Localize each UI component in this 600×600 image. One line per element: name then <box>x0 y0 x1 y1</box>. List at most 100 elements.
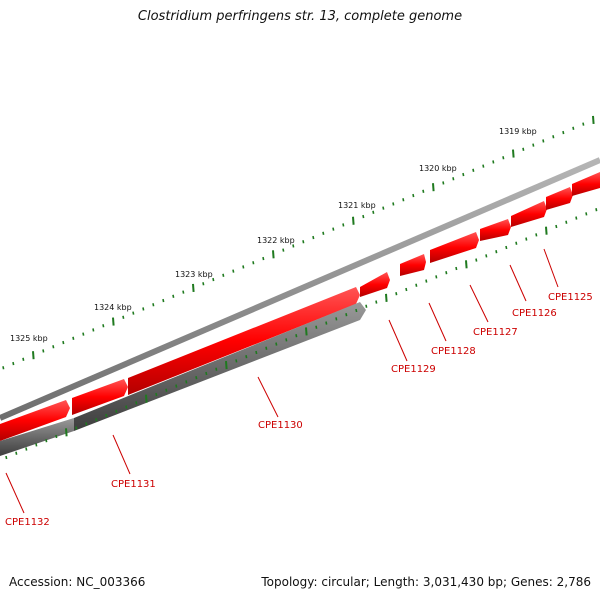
outer-tick <box>262 256 265 261</box>
outer-tick <box>532 143 535 147</box>
inner-tick <box>305 327 308 336</box>
gene-label-cpe1130[interactable]: CPE1130 <box>258 420 303 431</box>
inner-tick <box>215 367 218 371</box>
outer-tick <box>242 265 245 269</box>
inner-tick <box>105 413 108 418</box>
gene-label-cpe1128[interactable]: CPE1128 <box>431 346 476 357</box>
inner-tick <box>225 361 228 370</box>
gene-leader-line <box>388 319 408 362</box>
gene-cpe1129-shape[interactable] <box>128 287 360 395</box>
inner-tick <box>245 355 248 359</box>
inner-tick <box>475 258 478 262</box>
outer-tick <box>542 139 545 143</box>
inner-tick <box>595 208 598 212</box>
gene-cpe1125b-shape[interactable] <box>572 172 600 196</box>
inner-tick <box>75 426 78 430</box>
outer-tick <box>202 282 205 286</box>
outer-tick <box>472 168 475 172</box>
inner-tick <box>265 346 268 350</box>
outer-tick <box>302 240 305 244</box>
outer-tick <box>342 223 345 227</box>
inner-tick <box>25 447 28 451</box>
inner-tick <box>185 380 188 384</box>
gene-cpe1128-shape[interactable] <box>360 272 390 297</box>
gene-cpe1126b-shape[interactable] <box>511 201 547 227</box>
inner-tick <box>565 220 568 224</box>
gene-cpe1132-shape[interactable] <box>0 400 70 441</box>
outer-tick <box>452 177 455 181</box>
kbp-label: 1325 kbp <box>10 334 48 343</box>
inner-tick <box>315 325 318 329</box>
outer-tick <box>352 216 355 225</box>
inner-tick <box>205 371 208 376</box>
outer-tick <box>272 250 275 259</box>
outer-tick <box>92 328 95 332</box>
outer-tick <box>192 283 195 293</box>
outer-tick <box>362 214 365 219</box>
gene-leader-line <box>257 376 279 418</box>
inner-tick <box>455 266 458 271</box>
inner-tick <box>175 384 178 388</box>
inner-tick <box>545 226 548 235</box>
inner-tick <box>85 422 88 426</box>
gene-label-cpe1126[interactable]: CPE1126 <box>512 308 557 319</box>
gene-cpe1127-shape[interactable] <box>400 254 426 276</box>
outer-tick <box>162 298 165 303</box>
kbp-label: 1324 kbp <box>94 303 132 312</box>
inner-tick <box>375 300 378 304</box>
accession-text: Accession: NC_003366 <box>9 575 146 589</box>
outer-tick <box>562 130 565 135</box>
inner-tick <box>325 321 328 325</box>
outer-tick <box>62 340 65 345</box>
outer-tick <box>12 361 15 366</box>
gene-cpe1126-shape[interactable] <box>480 219 511 241</box>
inner-tick <box>535 233 538 237</box>
inner-tick <box>165 388 168 392</box>
gene-label-cpe1131[interactable]: CPE1131 <box>111 479 156 490</box>
outer-tick <box>522 147 525 151</box>
outer-tick <box>72 336 75 340</box>
kbp-ticks <box>2 115 598 460</box>
gene-label-cpe1127[interactable]: CPE1127 <box>473 327 518 338</box>
gene-label-cpe1132[interactable]: CPE1132 <box>5 517 50 528</box>
inner-tick <box>235 359 238 363</box>
gene-cpe1131-fwd-shape[interactable] <box>72 379 128 415</box>
outer-tick <box>142 307 145 311</box>
kbp-label: 1320 kbp <box>419 164 457 173</box>
inner-tick <box>155 392 158 397</box>
outer-tick <box>552 135 555 139</box>
inner-tick <box>275 342 278 346</box>
inner-tick <box>15 451 18 455</box>
outer-tick <box>592 115 595 125</box>
outer-tick <box>122 315 125 319</box>
outer-tick <box>132 311 135 315</box>
outer-tick <box>372 210 375 214</box>
inner-tick <box>435 275 438 279</box>
inner-tick <box>405 287 408 292</box>
outer-tick <box>292 244 295 248</box>
inner-tick <box>415 283 418 287</box>
inner-tick <box>55 434 58 439</box>
gene-label-cpe1129[interactable]: CPE1129 <box>391 364 436 375</box>
reverse-strand <box>0 302 366 456</box>
genome-stats-text: Topology: circular; Length: 3,031,430 bp… <box>261 575 591 589</box>
outer-tick <box>182 290 185 294</box>
gene-cpe1131-shape[interactable] <box>0 418 74 456</box>
outer-tick <box>282 248 285 252</box>
outer-tick <box>222 273 225 277</box>
genome-backbone <box>0 157 600 421</box>
outer-tick <box>252 261 255 265</box>
outer-tick <box>502 156 505 160</box>
gene-label-cpe1125[interactable]: CPE1125 <box>548 292 593 303</box>
outer-tick <box>312 235 315 240</box>
outer-tick <box>572 126 575 130</box>
inner-tick <box>45 439 48 443</box>
inner-tick <box>515 241 518 245</box>
forward-strand <box>0 172 600 441</box>
outer-tick <box>492 160 495 164</box>
gene-cpe1125-shape[interactable] <box>546 187 573 210</box>
outer-tick <box>432 183 435 192</box>
gene-cpe1127b-shape[interactable] <box>430 232 479 263</box>
kbp-label: 1321 kbp <box>338 201 376 210</box>
